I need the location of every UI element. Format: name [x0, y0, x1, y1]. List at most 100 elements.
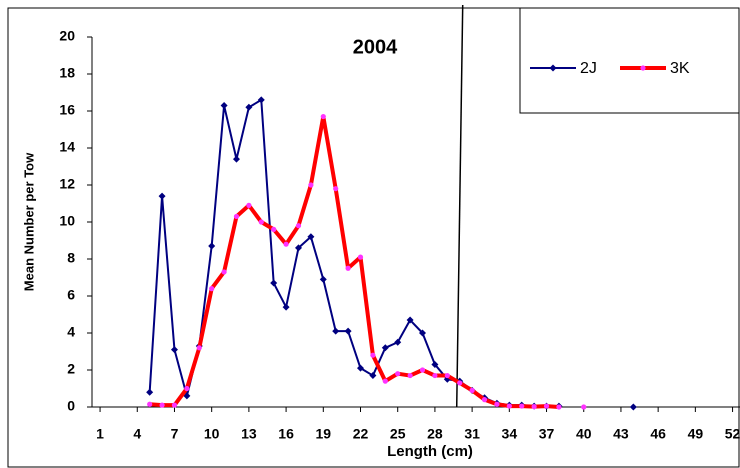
point	[419, 367, 426, 373]
point	[258, 219, 264, 225]
point	[271, 226, 277, 232]
point	[357, 254, 364, 260]
y-tick-label: 6	[67, 287, 75, 303]
point	[319, 275, 327, 283]
point	[158, 192, 166, 200]
x-tick-label: 40	[576, 426, 592, 442]
x-tick-label: 37	[539, 426, 555, 442]
point	[407, 372, 413, 379]
x-axis-label: Length (cm)	[387, 443, 473, 460]
point	[431, 360, 439, 368]
point	[171, 402, 178, 408]
x-tick-label: 4	[133, 426, 141, 442]
x-tick-label: 46	[650, 426, 666, 442]
x-tick-label: 22	[353, 426, 369, 442]
x-tick-label: 34	[502, 426, 518, 442]
point	[394, 338, 402, 346]
point	[184, 385, 190, 392]
series	[147, 113, 587, 410]
point	[531, 404, 537, 410]
point	[395, 371, 401, 377]
point	[519, 403, 525, 409]
x-tick-label: 19	[316, 426, 332, 442]
point	[246, 202, 252, 208]
point	[543, 403, 550, 409]
point	[295, 223, 302, 229]
point	[494, 401, 500, 407]
x-tick-label: 31	[464, 426, 480, 442]
legend: 2J 3K	[519, 7, 740, 114]
legend-marker	[549, 64, 557, 72]
point	[581, 404, 587, 410]
point	[333, 186, 339, 192]
point	[406, 316, 414, 324]
x-tick-label: 16	[278, 426, 294, 442]
y-tick-label: 0	[67, 398, 75, 414]
legend-marker	[640, 65, 646, 71]
y-tick-label: 14	[59, 139, 75, 155]
y-axis-label: Mean Number per Tow	[21, 152, 36, 291]
point	[481, 397, 488, 403]
x-tick-label: 28	[427, 426, 443, 442]
chart-title: 2004	[353, 36, 398, 58]
point	[146, 388, 154, 396]
point	[282, 303, 290, 311]
point	[221, 269, 227, 275]
legend-label: 3K	[670, 60, 690, 77]
point	[308, 182, 314, 188]
point	[294, 244, 302, 252]
series	[146, 96, 637, 411]
point	[357, 364, 365, 372]
point	[432, 372, 438, 379]
point	[270, 279, 278, 287]
y-tick-label: 4	[67, 324, 75, 340]
x-tick-label: 52	[725, 426, 740, 442]
series-line	[148, 98, 559, 408]
point	[344, 327, 352, 335]
point	[220, 101, 228, 109]
y-tick-label: 18	[59, 65, 75, 81]
point	[159, 402, 165, 408]
x-tick-label: 25	[390, 426, 406, 442]
point	[469, 387, 475, 393]
reference-line	[455, 4, 464, 408]
chart-border	[7, 7, 740, 468]
point	[208, 242, 216, 250]
point	[556, 404, 562, 410]
y-tick-label: 20	[59, 28, 75, 44]
point	[444, 372, 450, 379]
point	[245, 103, 253, 111]
point	[232, 155, 240, 163]
point	[370, 352, 376, 358]
x-tick-label: 7	[171, 426, 179, 442]
series-line	[149, 114, 560, 409]
point	[257, 96, 265, 104]
x-tick-label: 43	[613, 426, 629, 442]
y-tick-label: 12	[59, 176, 75, 192]
point	[369, 372, 377, 380]
x-tick-label: 1	[96, 426, 104, 442]
point	[209, 286, 215, 292]
point	[629, 403, 637, 411]
point	[457, 380, 463, 386]
x-tick-label: 13	[241, 426, 257, 442]
point	[170, 346, 178, 354]
point	[320, 113, 326, 120]
point	[419, 329, 427, 337]
legend-box	[519, 7, 740, 114]
point	[147, 401, 153, 407]
point	[307, 233, 315, 241]
point	[332, 327, 340, 335]
point	[381, 344, 389, 352]
y-tick-label: 8	[67, 250, 75, 266]
point	[345, 265, 351, 271]
point	[283, 241, 289, 247]
x-tick-label: 10	[204, 426, 220, 442]
point	[233, 213, 240, 220]
point	[382, 378, 388, 384]
y-tick-label: 10	[59, 213, 75, 229]
y-tick-label: 16	[59, 102, 75, 118]
y-tick-label: 2	[67, 361, 75, 377]
point	[196, 345, 202, 351]
